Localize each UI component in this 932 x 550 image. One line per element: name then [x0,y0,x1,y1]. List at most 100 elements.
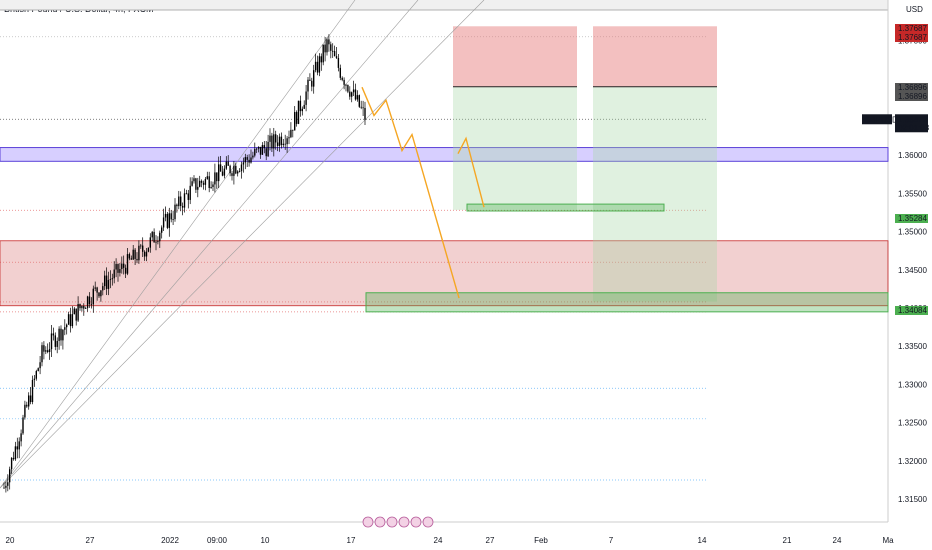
candle-body-7 [16,446,18,450]
candle-body-50 [98,292,100,297]
candle-body-71 [138,245,140,261]
candle-body-66 [128,254,131,259]
candle-body-58 [113,269,115,279]
candle-body-64 [124,267,127,274]
candle-body-143 [275,134,277,143]
candle-body-149 [286,138,288,145]
candle-body-188 [360,106,362,108]
calendar-event-icon-5 [422,516,434,528]
candle-body-60 [117,264,119,273]
candle-body-52 [102,286,104,291]
candle-body-84 [162,217,165,228]
candle-body-15 [31,379,34,403]
resistance-zone [0,147,889,162]
candle-body-51 [100,290,102,297]
candle-body-34 [67,314,70,325]
candle-body-9 [20,433,22,442]
candle-body-97 [187,193,189,200]
calendar-event-icon-1 [374,516,386,528]
candle-body-160 [307,79,309,92]
candle-body-175 [335,56,338,59]
candle-body-12 [26,404,28,407]
candle-body-115 [221,171,224,176]
y-tick-label-1: 1.32000 [898,457,927,466]
candle-body-180 [345,84,347,86]
candle-body-32 [64,327,66,330]
candle-body-0 [3,487,5,489]
candle-body-109 [210,186,212,188]
candle-body-162 [311,80,313,87]
x-tick-label-5: 17 [347,536,356,545]
candle-body-158 [303,104,305,109]
candle-body-24 [48,349,51,353]
candle-body-155 [297,100,300,124]
trend-line-2 [0,0,419,489]
candle-body-78 [151,231,153,238]
candle-body-39 [77,304,79,321]
candle-body-68 [132,249,134,260]
candle-body-146 [280,136,283,145]
candle-body-1 [5,485,7,488]
candle-body-179 [343,79,345,85]
candle-body-54 [105,275,108,289]
candle-body-147 [282,143,284,145]
candle-body-46 [90,304,93,305]
candle-body-98 [189,185,191,200]
candle-body-16 [33,378,36,380]
candle-body-135 [259,146,262,155]
candle-body-14 [29,395,32,403]
price-label-box-1 [895,33,928,42]
x-tick-label-12: 24 [833,536,842,545]
candle-body-156 [299,100,302,112]
price-label-box-0 [895,24,928,33]
candle-body-99 [191,181,193,186]
candle-body-62 [121,263,123,270]
candle-body-151 [290,129,292,138]
candle-body-178 [341,77,343,80]
candle-body-43 [85,308,87,309]
candle-body-21 [43,345,45,352]
candle-body-121 [233,165,235,176]
candle-body-4 [10,457,13,470]
stop-loss-box-2 [593,26,717,87]
candle-body-107 [206,176,208,179]
candle-body-174 [333,51,336,57]
y-tick-label-7: 1.35000 [898,228,927,237]
candle-body-3 [9,469,11,483]
candle-body-56 [109,279,112,281]
candle-body-95 [183,193,186,208]
candle-body-59 [115,264,117,270]
candle-body-166 [318,56,321,73]
candle-body-25 [50,333,53,350]
candle-body-92 [178,196,180,207]
price-label-3: 1.36896 [898,92,927,101]
target-box-1 [466,203,665,212]
candle-body-35 [69,314,72,327]
candle-body-119 [229,165,231,174]
target-box-2 [365,292,889,313]
calendar-event-icon-2 [386,516,398,528]
candle-body-29 [58,328,60,341]
candle-body-40 [79,304,81,309]
candle-body-88 [170,213,172,220]
candle-body-177 [339,67,341,78]
candle-body-5 [12,457,15,460]
candle-body-26 [52,333,55,336]
candle-body-111 [214,172,216,185]
candle-body-132 [254,148,256,156]
candle-body-187 [358,95,360,107]
candle-body-47 [92,288,94,305]
y-tick-label-8: 1.35500 [898,189,927,198]
candle-body-169 [324,44,326,53]
y-tick-label-2: 1.32500 [898,419,927,428]
take-profit-box-1 [453,86,577,210]
candle-body-183 [351,92,353,97]
candle-body-38 [75,308,77,321]
candle-body-74 [143,251,146,257]
candle-body-19 [39,362,41,369]
candle-body-81 [157,241,159,243]
candle-body-44 [86,296,89,309]
candle-body-176 [337,58,340,68]
x-tick-label-2: 2022 [161,536,179,545]
